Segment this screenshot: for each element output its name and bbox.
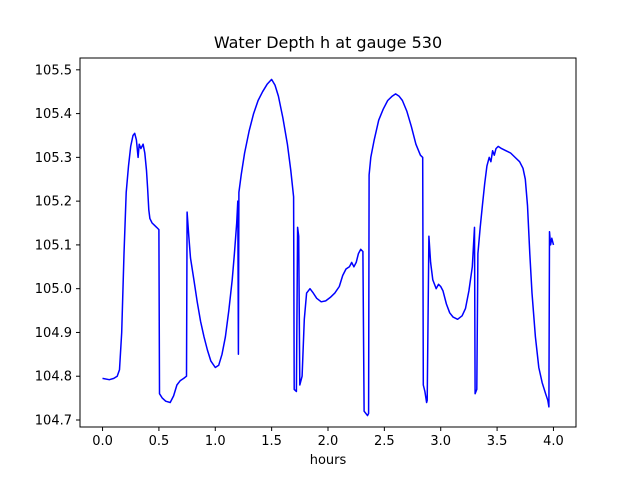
y-tick-label: 104.8	[35, 370, 72, 385]
axis-ticks: 0.0 0.5 1.0 1.5 2.0 2.5 3.0 3.5 4.0 104.7 104.8 104…	[35, 63, 564, 449]
y-tick-label: 105.3	[35, 151, 72, 166]
y-tick-label: 104.9	[35, 326, 72, 341]
y-tick-label: 105.1	[35, 238, 72, 253]
y-tick-label: 104.7	[35, 413, 72, 428]
x-tick-label: 2.5	[374, 434, 395, 449]
y-tick-label: 105.2	[35, 195, 72, 210]
x-tick-label: 3.5	[487, 434, 508, 449]
x-tick-label: 0.0	[92, 434, 113, 449]
y-tick-label: 105.5	[35, 63, 72, 78]
plot-border	[79, 57, 577, 428]
x-tick-label: 4.0	[543, 434, 564, 449]
series-line-h	[102, 78, 555, 417]
x-tick-label: 3.0	[430, 434, 451, 449]
y-tick-label: 105.0	[35, 282, 72, 297]
x-axis-label: hours	[310, 453, 347, 468]
chart-title: Water Depth h at gauge 530	[214, 33, 442, 52]
y-tick-label: 105.4	[35, 107, 72, 122]
x-tick-label: 2.0	[318, 434, 339, 449]
x-tick-label: 1.5	[261, 434, 282, 449]
x-tick-label: 1.0	[205, 434, 226, 449]
plot-background	[80, 58, 576, 427]
x-tick-label: 0.5	[149, 434, 170, 449]
